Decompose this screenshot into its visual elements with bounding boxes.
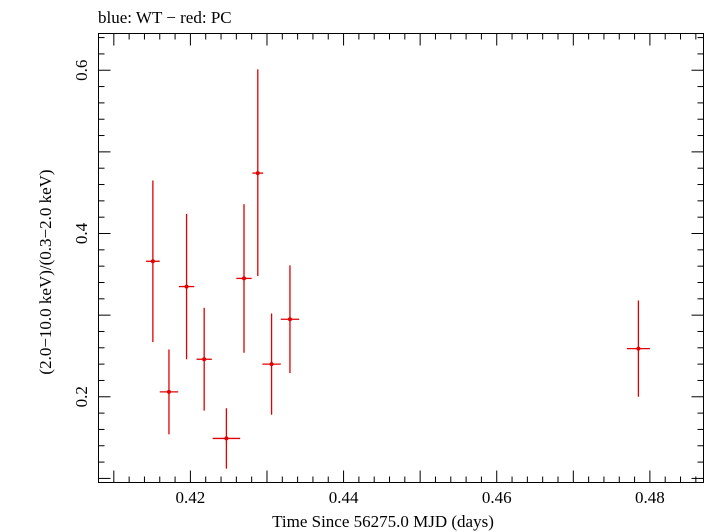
data-point [262,313,281,415]
point-marker [150,259,155,264]
y-axis-title: (2.0−10.0 keV)/(0.3−2.0 keV) [36,169,55,374]
x-tick-label: 0.46 [482,488,512,507]
data-point [145,180,160,343]
y-tick-label: 0.4 [72,222,91,244]
point-marker [242,276,247,281]
data-point [159,349,179,435]
data-point [280,265,300,374]
point-marker [269,362,274,367]
x-axis-title: Time Since 56275.0 MJD (days) [272,512,494,531]
data-point [236,204,252,353]
axis-tick-labels: 0.42 0.44 0.46 0.48 0.2 0.4 0.6 [72,60,665,507]
point-marker [166,389,171,394]
data-points [145,69,650,469]
y-tick-label: 0.6 [72,60,91,81]
plot-frame [98,33,704,483]
axis-ticks [98,33,704,483]
x-tick-label: 0.42 [176,488,206,507]
x-tick-label: 0.44 [329,488,359,507]
point-marker [184,284,189,289]
data-point [178,213,195,360]
point-marker [202,357,207,362]
data-point [212,408,241,469]
point-marker [636,346,641,351]
data-point [196,307,212,411]
data-point [626,300,650,397]
point-marker [224,436,229,441]
chart-title: blue: WT − red: PC [98,8,232,27]
data-point [252,69,264,276]
x-tick-label: 0.48 [635,488,665,507]
y-tick-label: 0.2 [72,386,91,407]
point-marker [287,317,292,322]
point-marker [255,171,260,176]
